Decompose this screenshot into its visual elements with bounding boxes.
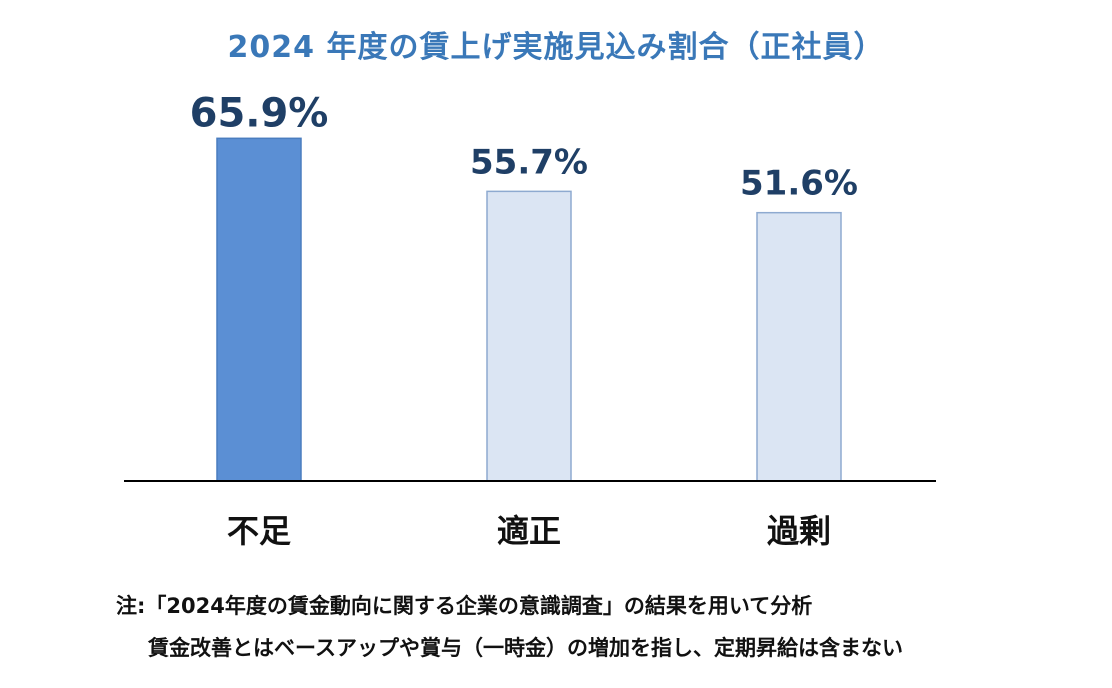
chart-title: 2024 年度の賃上げ実施見込み割合（正社員） xyxy=(227,30,885,65)
bar-2 xyxy=(486,190,572,482)
data-label-1: 65.9% xyxy=(190,90,329,136)
data-label-2: 55.7% xyxy=(470,142,588,182)
category-label-2: 適正 xyxy=(497,512,561,550)
category-label-3: 過剰 xyxy=(767,512,831,550)
footnote-survey-source: 注:「2024年度の賃金動向に関する企業の意識調査」の結果を用いて分析 xyxy=(116,594,813,618)
bar-1 xyxy=(216,137,302,482)
data-label-3: 51.6% xyxy=(740,164,858,204)
bar-3 xyxy=(756,211,842,482)
footnote-wage-definition: 賃金改善とはベースアップや賞与（一時金）の増加を指し、定期昇給は含まない xyxy=(148,636,903,660)
category-label-1: 不足 xyxy=(227,512,291,550)
